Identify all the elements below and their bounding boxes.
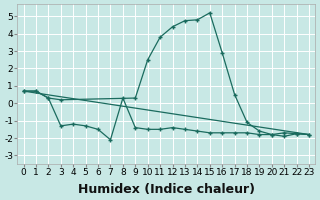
X-axis label: Humidex (Indice chaleur): Humidex (Indice chaleur) xyxy=(78,183,255,196)
